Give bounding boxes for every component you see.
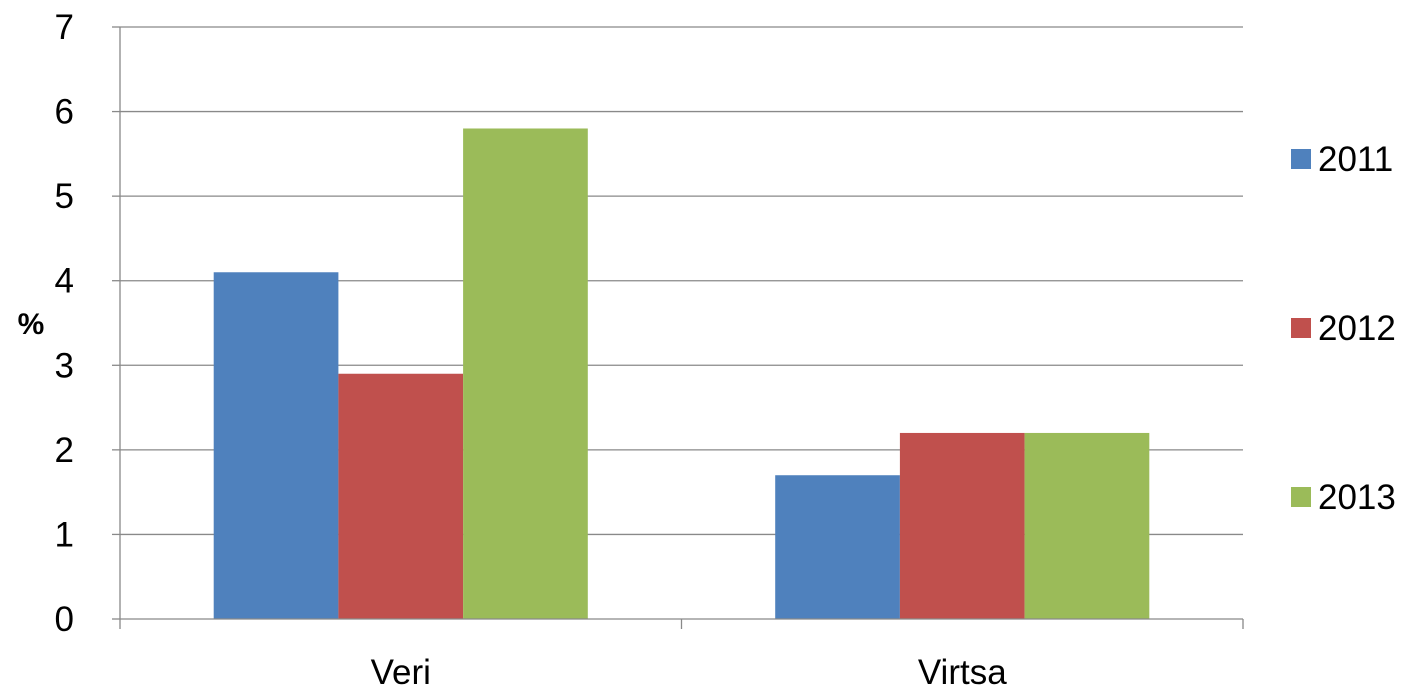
y-tick-labels: 0 1 2 3 4 5 6 7: [55, 8, 74, 639]
legend-swatch-2012: [1291, 318, 1311, 338]
y-axis-title: %: [18, 308, 45, 341]
y-tick-label: 3: [55, 346, 74, 385]
bar-virtsa-2012: [899, 432, 1025, 619]
legend-label: 2011: [1318, 140, 1393, 179]
legend-label: 2013: [1318, 478, 1396, 517]
y-tick-label: 1: [55, 515, 74, 554]
legend-swatch-2013: [1291, 487, 1311, 507]
legend-swatch-2011: [1291, 149, 1311, 169]
y-tick-label: 7: [55, 8, 74, 47]
x-tick-label: Virtsa: [918, 653, 1007, 692]
legend-label: 2012: [1318, 309, 1396, 348]
y-tick-label: 0: [55, 600, 74, 639]
axes: [112, 26, 1244, 629]
y-tick-label: 6: [55, 93, 74, 132]
x-tick-label: Veri: [371, 653, 431, 692]
bar-veri-2013: [463, 128, 588, 619]
bar-veri-2011: [213, 272, 339, 619]
bar-veri-2012: [338, 373, 464, 619]
bar-virtsa-2011: [775, 475, 900, 619]
x-tick-labels: Veri Virtsa: [371, 653, 1008, 692]
bar-virtsa-2013: [1024, 432, 1150, 619]
legend: 2011 2012 2013: [1291, 140, 1396, 517]
y-tick-label: 5: [55, 177, 74, 216]
y-tick-label: 2: [55, 431, 74, 470]
y-tick-label: 4: [55, 262, 74, 301]
bar-layer: [213, 128, 1150, 619]
